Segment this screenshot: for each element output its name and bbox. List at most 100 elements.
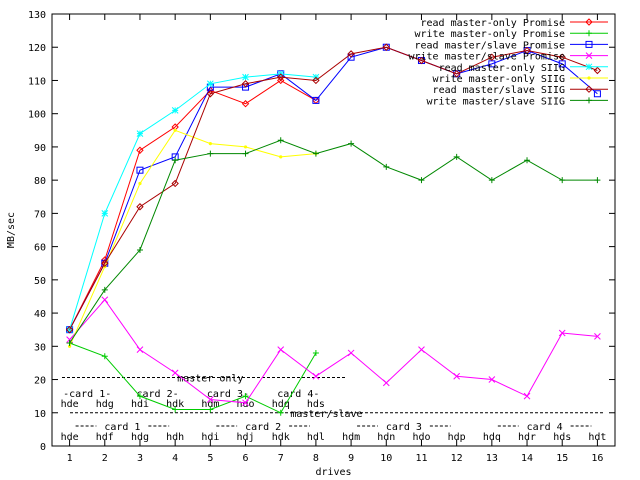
data-point bbox=[65, 325, 74, 334]
master-only-drive-label: hdi bbox=[131, 399, 149, 410]
data-point bbox=[594, 177, 601, 184]
data-point bbox=[594, 332, 601, 340]
master-slave-title: master/slave bbox=[290, 409, 362, 420]
data-point bbox=[312, 76, 320, 85]
x-tick-label: 15 bbox=[556, 453, 568, 464]
y-tick-label: 20 bbox=[34, 376, 46, 387]
data-point bbox=[277, 137, 284, 144]
legend: read master-only Promise write master-onl… bbox=[408, 18, 608, 107]
data-point bbox=[523, 392, 531, 400]
y-tick-label: 40 bbox=[34, 309, 46, 320]
data-point bbox=[243, 145, 248, 149]
x-tick-label: 9 bbox=[348, 453, 354, 464]
data-point bbox=[488, 376, 496, 383]
master-slave-drive-label: hdi bbox=[201, 432, 219, 443]
master-slave-card-label: card 1 bbox=[104, 422, 140, 433]
series-line bbox=[69, 46, 598, 330]
data-point bbox=[382, 379, 390, 387]
data-point bbox=[242, 73, 249, 81]
data-point bbox=[586, 30, 592, 37]
data-point bbox=[347, 349, 355, 357]
legend-label: read master-only SIIG bbox=[439, 63, 565, 74]
master-slave-drive-label: hdp bbox=[448, 432, 466, 443]
data-point bbox=[242, 150, 249, 157]
x-tick-label: 16 bbox=[591, 453, 603, 464]
data-point bbox=[136, 166, 144, 174]
data-point bbox=[171, 369, 179, 377]
data-point bbox=[312, 96, 320, 104]
data-point bbox=[488, 177, 495, 184]
x-tick-label: 2 bbox=[102, 453, 108, 464]
data-point bbox=[101, 353, 108, 360]
series-5 bbox=[66, 70, 320, 334]
master-only-card-label: card 2- bbox=[136, 389, 178, 400]
legend-label: read master-only Promise bbox=[421, 18, 566, 29]
x-tick-label: 10 bbox=[380, 453, 392, 464]
y-tick-label: 30 bbox=[34, 342, 46, 353]
y-tick-label: 130 bbox=[28, 10, 46, 21]
data-point bbox=[585, 40, 593, 48]
data-point bbox=[559, 177, 566, 184]
series-line bbox=[69, 79, 317, 330]
master-slave-card-label: card 3 bbox=[386, 422, 422, 433]
data-point bbox=[593, 66, 602, 75]
data-point bbox=[242, 393, 249, 400]
series-line bbox=[69, 73, 316, 330]
x-tick-label: 12 bbox=[451, 453, 463, 464]
series-line bbox=[69, 342, 317, 414]
data-point bbox=[523, 46, 531, 55]
data-point bbox=[279, 155, 283, 159]
data-point bbox=[383, 163, 390, 170]
data-point bbox=[593, 90, 601, 98]
data-point bbox=[208, 142, 212, 146]
data-point bbox=[136, 130, 144, 137]
y-tick-label: 110 bbox=[28, 76, 46, 87]
x-tick-label: 8 bbox=[313, 453, 319, 464]
x-tick-label: 5 bbox=[207, 453, 213, 464]
plot-border bbox=[51, 13, 616, 447]
data-point bbox=[558, 53, 566, 61]
y-axis-label: MB/sec bbox=[6, 212, 17, 248]
master-slave-drive-label: hdg bbox=[131, 432, 149, 443]
series-line bbox=[69, 129, 316, 347]
legend-label: write master-only SIIG bbox=[433, 74, 565, 85]
master-slave-drive-label: hdl bbox=[307, 432, 325, 443]
x-tick-label: 14 bbox=[521, 453, 533, 464]
data-point bbox=[277, 76, 285, 85]
data-point bbox=[136, 246, 143, 253]
master-only-drive-label: hdq bbox=[272, 399, 290, 410]
data-point bbox=[241, 100, 250, 108]
data-point bbox=[417, 56, 426, 65]
data-point bbox=[207, 150, 214, 157]
x-tick-label: 3 bbox=[137, 453, 143, 464]
master-only-drive-label: hdg bbox=[96, 399, 114, 410]
master-slave-drive-label: hdf bbox=[96, 432, 114, 443]
data-point bbox=[172, 406, 179, 413]
x-tick-label: 1 bbox=[67, 453, 73, 464]
x-tick-label: 6 bbox=[243, 453, 249, 464]
master-only-drive-label: hdo bbox=[237, 399, 255, 410]
master-only-card-label: card 4- bbox=[277, 389, 319, 400]
series-6 bbox=[67, 128, 318, 348]
master-only-card-label: card 3- bbox=[207, 389, 249, 400]
data-point bbox=[136, 146, 144, 154]
y-tick-label: 80 bbox=[34, 176, 46, 187]
legend-label: read master/slave SIIG bbox=[433, 85, 565, 96]
data-point bbox=[206, 80, 214, 88]
data-point bbox=[348, 140, 355, 147]
data-point bbox=[101, 286, 108, 293]
master-slave-drive-label: hdq bbox=[483, 432, 501, 443]
data-point bbox=[587, 76, 591, 80]
data-point bbox=[172, 157, 179, 164]
data-point bbox=[418, 346, 425, 353]
data-point bbox=[488, 53, 496, 61]
series-line bbox=[69, 139, 598, 344]
x-axis-label: drives bbox=[315, 467, 351, 478]
y-tick-label: 50 bbox=[34, 276, 46, 287]
axes-layer: MB/sec drives 01020304050607080901001101… bbox=[6, 10, 615, 478]
data-point bbox=[241, 80, 250, 88]
y-tick-label: 10 bbox=[34, 409, 46, 420]
x-tick-label: 4 bbox=[172, 453, 178, 464]
master-only-drive-label: hds bbox=[307, 399, 325, 410]
x-tick-label: 13 bbox=[486, 453, 498, 464]
